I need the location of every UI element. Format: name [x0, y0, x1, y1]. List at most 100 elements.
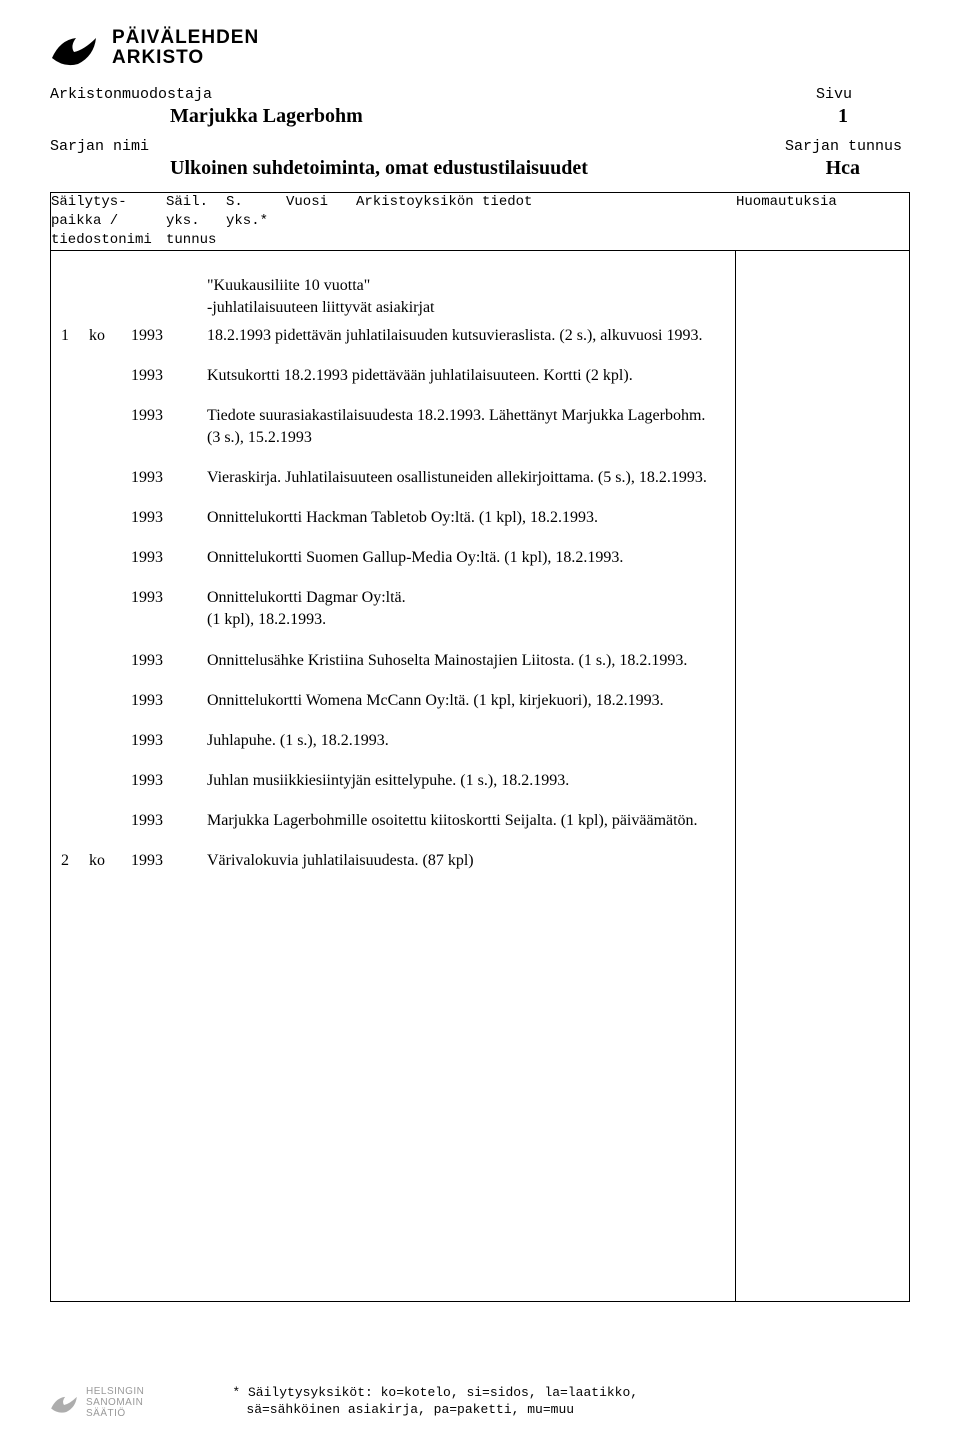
- footer-org-3: SÄÄTIÖ: [86, 1408, 144, 1419]
- row-unit: [89, 810, 131, 832]
- col-header-2: Säil. yks. tunnus: [166, 193, 226, 251]
- page-number: 1: [838, 105, 910, 128]
- label-sivu: Sivu: [816, 86, 910, 103]
- header-logo-text: PÄIVÄLEHDEN ARKISTO: [112, 28, 259, 68]
- label-row-2: Sarjan nimi Sarjan tunnus: [50, 138, 910, 155]
- col-header-1: Säilytys- paikka / tiedostonimi: [51, 193, 166, 251]
- page-footer: HELSINGIN SANOMAIN SÄÄTIÖ * Säilytysyksi…: [50, 1384, 910, 1419]
- table-row: 2ko1993Värivalokuvia juhlatilaisuudesta.…: [61, 850, 725, 872]
- row-year: 1993: [131, 650, 207, 672]
- row-description: Onnittelusähke Kristiina Suhoselta Maino…: [207, 650, 725, 672]
- row-description: Onnittelukortti Womena McCann Oy:ltä. (1…: [207, 690, 725, 712]
- row-description: Juhlan musiikkiesiintyjän esittelypuhe. …: [207, 770, 725, 792]
- row-number: [61, 650, 89, 672]
- label-arkistonmuodostaja: Arkistonmuodostaja: [50, 86, 212, 103]
- row-number: [61, 365, 89, 387]
- row-description: Onnittelukortti Suomen Gallup-Media Oy:l…: [207, 547, 725, 569]
- footer-bird-icon: [50, 1391, 78, 1415]
- table-row: 1993Juhlan musiikkiesiintyjän esittelypu…: [61, 770, 725, 792]
- row-number: [61, 587, 89, 631]
- footnote: * Säilytysyksiköt: ko=kotelo, si=sidos, …: [162, 1384, 638, 1419]
- row-year: 1993: [131, 365, 207, 387]
- footnote-line-1: * Säilytysyksiköt: ko=kotelo, si=sidos, …: [232, 1384, 638, 1402]
- footer-org-1: HELSINGIN: [86, 1386, 144, 1397]
- footer-org-text: HELSINGIN SANOMAIN SÄÄTIÖ: [86, 1386, 144, 1419]
- row-number: [61, 547, 89, 569]
- table-body: "Kuukausiliite 10 vuotta" -juhlatilaisuu…: [51, 251, 909, 1301]
- table-row: 1993Onnittelukortti Dagmar Oy:ltä. (1 kp…: [61, 587, 725, 631]
- table-row: 1993Onnittelusähke Kristiina Suhoselta M…: [61, 650, 725, 672]
- col-header-4: Vuosi: [286, 193, 356, 251]
- intro-row: "Kuukausiliite 10 vuotta" -juhlatilaisuu…: [61, 275, 725, 319]
- table-row: 1993Onnittelukortti Womena McCann Oy:ltä…: [61, 690, 725, 712]
- row-unit: ko: [89, 325, 131, 347]
- page-title: Marjukka Lagerbohm: [50, 105, 363, 128]
- bird-logo-icon: [50, 28, 98, 68]
- col-header-3: S. yks.*: [226, 193, 286, 251]
- row-unit: [89, 507, 131, 529]
- row-unit: [89, 547, 131, 569]
- row-unit: [89, 365, 131, 387]
- col-header-6: Huomautuksia: [736, 193, 909, 251]
- row-number: [61, 730, 89, 752]
- row-year: 1993: [131, 730, 207, 752]
- row-unit: ko: [89, 850, 131, 872]
- row-year: 1993: [131, 507, 207, 529]
- row-number: [61, 690, 89, 712]
- row-year: 1993: [131, 850, 207, 872]
- label-row-1: Arkistonmuodostaja Sivu: [50, 86, 910, 103]
- row-description: Onnittelukortti Hackman Tabletob Oy:ltä.…: [207, 507, 725, 529]
- row-year: 1993: [131, 547, 207, 569]
- col-header-5: Arkistoyksikön tiedot: [356, 193, 736, 251]
- row-unit: [89, 650, 131, 672]
- page: PÄIVÄLEHDEN ARKISTO Arkistonmuodostaja S…: [0, 0, 960, 1449]
- org-name-line2: ARKISTO: [112, 48, 259, 68]
- row-year: 1993: [131, 690, 207, 712]
- row-unit: [89, 730, 131, 752]
- label-sarjan-tunnus: Sarjan tunnus: [785, 138, 910, 155]
- row-year: 1993: [131, 467, 207, 489]
- row-number: 1: [61, 325, 89, 347]
- row-unit: [89, 690, 131, 712]
- table-row: 1993Juhlapuhe. (1 s.), 18.2.1993.: [61, 730, 725, 752]
- row-number: 2: [61, 850, 89, 872]
- row-description: Kutsukortti 18.2.1993 pidettävään juhlat…: [207, 365, 725, 387]
- table-row: 1993Kutsukortti 18.2.1993 pidettävään ju…: [61, 365, 725, 387]
- row-description: Vieraskirja. Juhlatilaisuuteen osallistu…: [207, 467, 725, 489]
- series-name: Ulkoinen suhdetoiminta, omat edustustila…: [50, 157, 588, 180]
- row-unit: [89, 467, 131, 489]
- row-number: [61, 467, 89, 489]
- table-row: 1ko199318.2.1993 pidettävän juhlatilaisu…: [61, 325, 725, 347]
- row-year: 1993: [131, 810, 207, 832]
- content-column: "Kuukausiliite 10 vuotta" -juhlatilaisuu…: [51, 251, 736, 1301]
- archive-table: Säilytys- paikka / tiedostonimi Säil. yk…: [50, 192, 910, 1302]
- row-description: Tiedote suurasiakastilaisuudesta 18.2.19…: [207, 405, 725, 449]
- footnote-line-2: sä=sähköinen asiakirja, pa=paketti, mu=m…: [232, 1401, 638, 1419]
- row-year: 1993: [131, 587, 207, 631]
- table-row: 1993Onnittelukortti Suomen Gallup-Media …: [61, 547, 725, 569]
- title-row: Marjukka Lagerbohm 1: [50, 105, 910, 128]
- row-description: Marjukka Lagerbohmille osoitettu kiitosk…: [207, 810, 725, 832]
- row-description: Värivalokuvia juhlatilaisuudesta. (87 kp…: [207, 850, 725, 872]
- header-logo-row: PÄIVÄLEHDEN ARKISTO: [50, 28, 910, 68]
- row-number: [61, 810, 89, 832]
- footer-org-2: SANOMAIN: [86, 1397, 144, 1408]
- row-year: 1993: [131, 325, 207, 347]
- row-year: 1993: [131, 405, 207, 449]
- row-unit: [89, 587, 131, 631]
- table-row: 1993Tiedote suurasiakastilaisuudesta 18.…: [61, 405, 725, 449]
- remarks-column: [736, 251, 909, 1301]
- table-row: 1993Marjukka Lagerbohmille osoitettu kii…: [61, 810, 725, 832]
- row-description: 18.2.1993 pidettävän juhlatilaisuuden ku…: [207, 325, 725, 347]
- row-unit: [89, 770, 131, 792]
- table-row: 1993Vieraskirja. Juhlatilaisuuteen osall…: [61, 467, 725, 489]
- row-description: Onnittelukortti Dagmar Oy:ltä. (1 kpl), …: [207, 587, 725, 631]
- label-sarjan-nimi: Sarjan nimi: [50, 138, 149, 155]
- row-unit: [89, 405, 131, 449]
- row-number: [61, 770, 89, 792]
- row-year: 1993: [131, 770, 207, 792]
- row-description: Juhlapuhe. (1 s.), 18.2.1993.: [207, 730, 725, 752]
- table-row: 1993Onnittelukortti Hackman Tabletob Oy:…: [61, 507, 725, 529]
- row-number: [61, 507, 89, 529]
- series-row: Ulkoinen suhdetoiminta, omat edustustila…: [50, 157, 910, 180]
